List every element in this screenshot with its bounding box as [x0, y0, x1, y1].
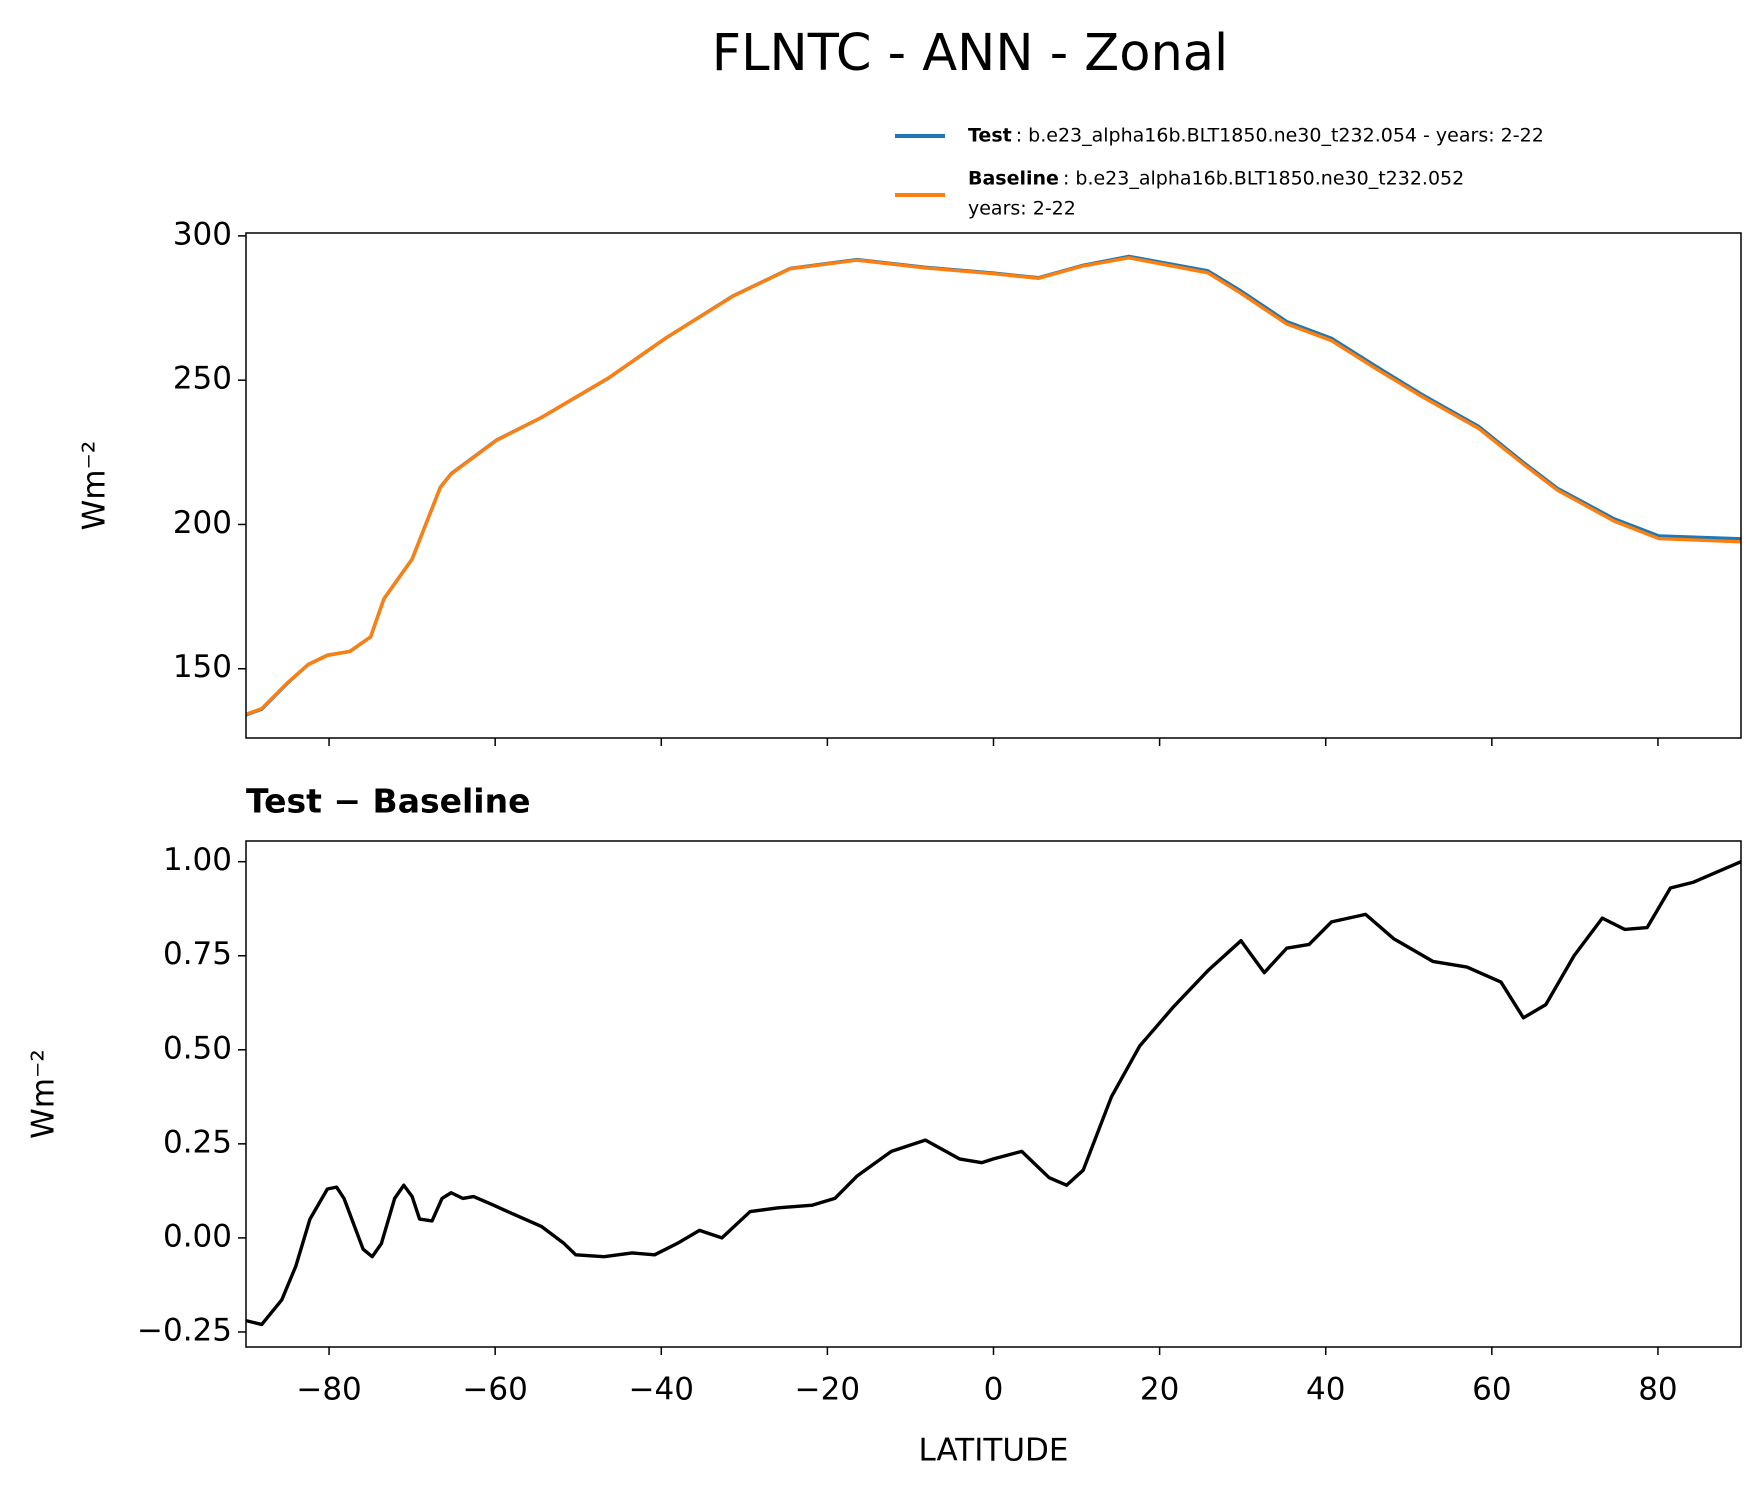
- x-tick-label: −20: [795, 1372, 860, 1408]
- x-tick-label: 60: [1472, 1372, 1511, 1408]
- axes-title: Test − Baseline: [246, 782, 531, 821]
- line-series: [246, 860, 1741, 1327]
- y-axis-label: Wm⁻²: [26, 1049, 62, 1139]
- x-tick-label: 20: [1140, 1372, 1179, 1408]
- legend-name: Test: [968, 125, 1012, 147]
- legend-label: years: 2-22: [968, 198, 1076, 220]
- x-axis-label: LATITUDE: [919, 1433, 1069, 1469]
- legend-label: : b.e23_alpha16b.BLT1850.ne30_t232.054 -…: [1016, 125, 1544, 147]
- x-tick-label: 80: [1638, 1372, 1677, 1408]
- y-tick-label: 250: [173, 361, 232, 397]
- y-tick-label: 1.00: [163, 842, 232, 878]
- y-tick-label: 0.50: [163, 1030, 232, 1066]
- x-tick-label: 0: [984, 1372, 1004, 1408]
- y-tick-label: −0.25: [137, 1312, 232, 1348]
- axes-frame: [245, 840, 1742, 1348]
- x-tick-label: −80: [296, 1372, 361, 1408]
- line-series: [246, 256, 1741, 716]
- x-tick-label: −40: [629, 1372, 694, 1408]
- y-tick-label: 0.75: [163, 936, 232, 972]
- x-tick-label: −60: [462, 1372, 527, 1408]
- y-tick-label: 0.00: [163, 1218, 232, 1254]
- y-tick-label: 0.25: [163, 1124, 232, 1160]
- axes-frame: [245, 232, 1742, 739]
- y-tick-label: 150: [173, 649, 232, 685]
- y-tick-label: 200: [173, 505, 232, 541]
- legend-label: : b.e23_alpha16b.BLT1850.ne30_t232.052: [1063, 168, 1464, 190]
- figure-title: FLNTC - ANN - Zonal: [712, 24, 1228, 83]
- x-tick-label: 40: [1306, 1372, 1345, 1408]
- y-axis-label: Wm⁻²: [77, 441, 113, 531]
- y-tick-label: 300: [173, 216, 232, 252]
- legend-name: Baseline: [968, 168, 1059, 190]
